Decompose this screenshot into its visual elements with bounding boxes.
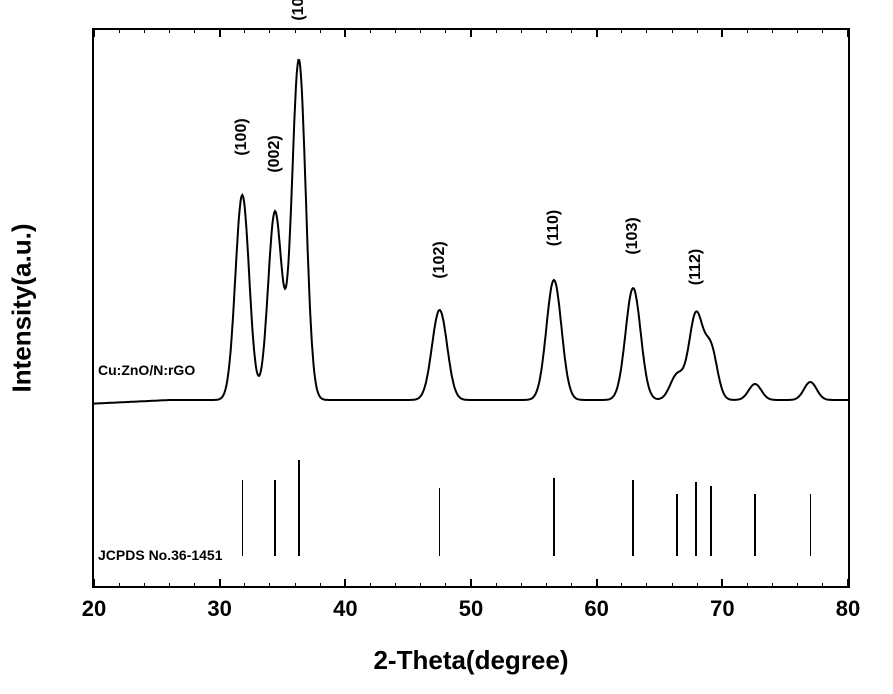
reference-peak-line: [553, 478, 555, 556]
x-tick: [847, 579, 849, 588]
spectrum-trace: [94, 30, 848, 586]
x-tick: [93, 28, 95, 37]
x-minor-tick: [445, 28, 446, 33]
x-minor-tick: [521, 583, 522, 588]
x-minor-tick: [697, 28, 698, 33]
x-minor-tick: [295, 28, 296, 33]
x-minor-tick: [194, 583, 195, 588]
x-tick: [219, 579, 221, 588]
peak-label: (101): [290, 0, 308, 21]
x-minor-tick: [244, 28, 245, 33]
reference-peak-line: [274, 480, 276, 556]
x-minor-tick: [144, 28, 145, 33]
x-minor-tick: [395, 28, 396, 33]
x-minor-tick: [822, 583, 823, 588]
x-minor-tick: [445, 583, 446, 588]
series-label-reference: JCPDS No.36-1451: [98, 547, 223, 563]
x-minor-tick: [672, 583, 673, 588]
x-tick-label: 70: [710, 596, 734, 622]
x-minor-tick: [797, 583, 798, 588]
x-minor-tick: [169, 583, 170, 588]
x-minor-tick: [822, 28, 823, 33]
x-minor-tick: [747, 583, 748, 588]
x-tick: [721, 28, 723, 37]
x-minor-tick: [295, 583, 296, 588]
x-minor-tick: [646, 583, 647, 588]
reference-peak-line: [695, 482, 697, 556]
x-minor-tick: [672, 28, 673, 33]
x-minor-tick: [370, 28, 371, 33]
x-minor-tick: [797, 28, 798, 33]
x-minor-tick: [697, 583, 698, 588]
x-minor-tick: [320, 583, 321, 588]
reference-peak-line: [242, 480, 244, 556]
x-minor-tick: [571, 583, 572, 588]
x-tick-label: 80: [836, 596, 860, 622]
x-tick-label: 20: [82, 596, 106, 622]
x-tick: [219, 28, 221, 37]
reference-peak-line: [439, 488, 441, 556]
x-minor-tick: [646, 28, 647, 33]
x-minor-tick: [370, 583, 371, 588]
peak-label: (100): [233, 118, 251, 155]
x-minor-tick: [546, 28, 547, 33]
reference-peak-line: [754, 494, 756, 556]
reference-peak-line: [298, 460, 300, 556]
x-minor-tick: [772, 583, 773, 588]
x-minor-tick: [621, 28, 622, 33]
x-minor-tick: [169, 28, 170, 33]
x-minor-tick: [244, 583, 245, 588]
x-minor-tick: [571, 28, 572, 33]
x-tick-label: 60: [584, 596, 608, 622]
x-minor-tick: [420, 28, 421, 33]
x-minor-tick: [320, 28, 321, 33]
series-label-sample: Cu:ZnO/N:rGO: [98, 362, 195, 378]
x-minor-tick: [772, 28, 773, 33]
x-tick: [596, 579, 598, 588]
x-minor-tick: [395, 583, 396, 588]
x-tick: [344, 579, 346, 588]
reference-peak-line: [632, 480, 634, 556]
reference-peak-line: [676, 494, 678, 556]
x-minor-tick: [119, 583, 120, 588]
peak-label: (103): [624, 217, 642, 254]
x-minor-tick: [269, 583, 270, 588]
x-minor-tick: [420, 583, 421, 588]
x-tick-label: 50: [459, 596, 483, 622]
peak-label: (110): [545, 210, 563, 246]
y-axis-label: Intensity(a.u.): [7, 223, 38, 392]
x-tick: [470, 28, 472, 37]
x-minor-tick: [194, 28, 195, 33]
x-tick: [470, 579, 472, 588]
x-tick: [721, 579, 723, 588]
xrd-chart: Intensity(a.u.) 2-Theta(degree) 20 30 40 50…: [0, 0, 893, 694]
x-minor-tick: [747, 28, 748, 33]
peak-label: (102): [431, 241, 449, 278]
x-minor-tick: [521, 28, 522, 33]
x-minor-tick: [496, 28, 497, 33]
x-tick: [847, 28, 849, 37]
x-minor-tick: [269, 28, 270, 33]
x-tick: [596, 28, 598, 37]
x-tick: [344, 28, 346, 37]
x-minor-tick: [496, 583, 497, 588]
reference-peak-line: [710, 486, 712, 556]
x-axis-label: 2-Theta(degree): [373, 645, 568, 676]
peak-label: (112): [687, 249, 705, 285]
plot-area: [92, 28, 850, 588]
peak-label: (002): [266, 135, 284, 172]
reference-peak-line: [810, 494, 812, 556]
x-minor-tick: [119, 28, 120, 33]
x-tick-label: 30: [207, 596, 231, 622]
x-minor-tick: [546, 583, 547, 588]
x-tick: [93, 579, 95, 588]
x-minor-tick: [621, 583, 622, 588]
x-tick-label: 40: [333, 596, 357, 622]
x-minor-tick: [144, 583, 145, 588]
